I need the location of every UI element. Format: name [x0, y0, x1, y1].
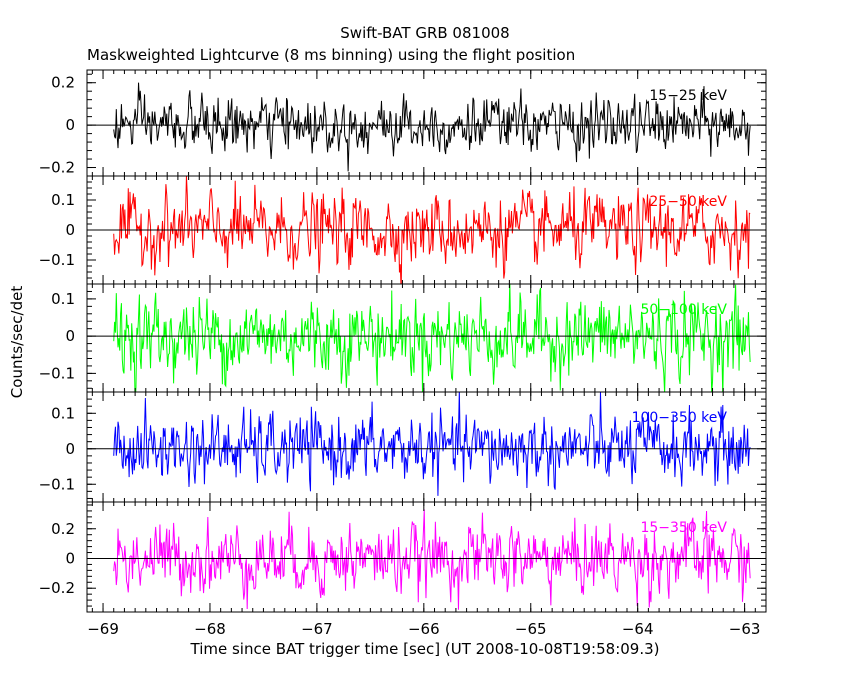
y-axis-label: Counts/sec/det — [8, 286, 26, 399]
lightcurve-series — [113, 284, 751, 392]
figure-subtitle: Maskweighted Lightcurve (8 ms binning) u… — [87, 46, 575, 64]
y-tick-label: 0 — [65, 327, 75, 345]
y-tick-label: −0.1 — [39, 364, 75, 382]
lightcurve-series — [113, 392, 751, 496]
energy-band-label: 50−100 keV — [640, 302, 727, 318]
panel-frame — [86, 69, 767, 177]
y-tick-label: −0.1 — [39, 475, 75, 493]
y-tick-label: −0.1 — [39, 251, 75, 269]
x-tick-label: −65 — [515, 620, 547, 638]
y-tick-label: 0 — [65, 440, 75, 458]
x-tick-label: −66 — [408, 620, 440, 638]
x-axis-label: Time since BAT trigger time [sec] (UT 20… — [190, 640, 660, 658]
x-tick-label: −68 — [194, 620, 226, 638]
figure-title: Swift-BAT GRB 081008 — [340, 24, 509, 42]
y-tick-label: 0 — [65, 221, 75, 239]
panel-1: −0.2 0 0.2 15−25 keV — [39, 69, 767, 177]
panel-group: −0.2 0 0.2 15−25 keV −0.1 0 0.1 25−50 keV −0.1 0 0… — [39, 69, 767, 638]
y-tick-label: 0.2 — [51, 520, 75, 538]
y-tick-label: −0.2 — [39, 159, 75, 177]
x-tick-label: −64 — [622, 620, 654, 638]
panel-3: −0.1 0 0.1 50−100 keV — [39, 283, 767, 393]
y-tick-label: 0 — [65, 549, 75, 567]
lightcurve-series — [113, 509, 751, 610]
panel-frame — [86, 501, 767, 613]
x-tick-label: −67 — [301, 620, 333, 638]
x-tick-label: −69 — [87, 620, 119, 638]
y-tick-label: 0.1 — [51, 404, 75, 422]
x-tick-label: −63 — [729, 620, 761, 638]
y-tick-label: 0.2 — [51, 74, 75, 92]
panel-4: −0.1 0 0.1 100−350 keV — [39, 391, 767, 503]
y-tick-label: 0 — [65, 116, 75, 134]
energy-band-label: 15−350 keV — [640, 520, 727, 536]
energy-band-label: 100−350 keV — [632, 410, 728, 426]
y-tick-label: −0.2 — [39, 579, 75, 597]
y-tick-label: 0.1 — [51, 290, 75, 308]
energy-band-label: 15−25 keV — [649, 88, 727, 104]
panel-2: −0.1 0 0.1 25−50 keV — [39, 175, 767, 285]
lightcurve-series — [113, 176, 751, 284]
energy-band-label: 25−50 keV — [649, 194, 727, 210]
panel-5: −0.2 0 0.2 15−350 keV — [39, 501, 767, 613]
y-tick-label: 0.1 — [51, 191, 75, 209]
lightcurve-series — [113, 82, 751, 172]
